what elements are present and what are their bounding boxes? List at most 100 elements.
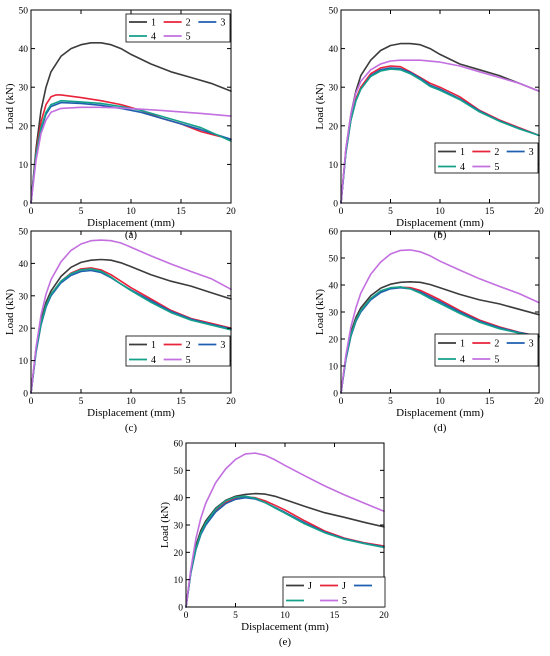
y-tick-label: 30 <box>329 309 339 319</box>
legend-label-2: J <box>342 581 346 592</box>
y-tick-label: 50 <box>329 255 339 265</box>
legend-label-1: 1 <box>151 340 156 351</box>
legend-label-2: 2 <box>186 18 191 29</box>
y-tick-label: 10 <box>174 576 184 586</box>
x-axis-label: Displacement (mm) <box>396 217 484 229</box>
x-tick-label: 0 <box>184 611 189 621</box>
x-tick-label: 0 <box>339 397 344 407</box>
series-line-4 <box>340 68 540 204</box>
x-tick-label: 10 <box>280 611 290 621</box>
series-line-5 <box>30 239 232 394</box>
series-line-2 <box>30 267 232 394</box>
x-tick-label: 20 <box>534 207 544 217</box>
legend: J J 5 <box>282 576 386 608</box>
y-tick-label: 40 <box>329 282 339 292</box>
x-tick-label: 15 <box>176 207 186 217</box>
legend-box <box>125 335 231 367</box>
x-tick-label: 5 <box>233 611 238 621</box>
legend-label-1: J <box>308 581 312 592</box>
y-tick-label: 50 <box>19 228 29 238</box>
series-line-1 <box>340 281 540 394</box>
y-tick-label: 30 <box>19 292 29 302</box>
chart-panel-5: 0 5 10 15 20 0 10 20 30 40 50 60 Displacement (mm) Lo… <box>159 440 389 649</box>
x-tick-label: 20 <box>226 397 236 407</box>
x-tick-label: 15 <box>485 207 495 217</box>
panel-label: (c) <box>125 422 138 434</box>
y-tick-label: 30 <box>329 84 339 94</box>
legend-label-5: 5 <box>494 162 499 173</box>
series-line-4 <box>185 495 385 608</box>
y-tick-label: 40 <box>19 260 29 270</box>
legend-box <box>434 333 539 367</box>
y-tick-label: 10 <box>329 363 339 373</box>
y-tick-label: 0 <box>23 390 28 400</box>
x-axis-label: Displacement (mm) <box>241 621 329 633</box>
legend-label-3: 3 <box>529 147 534 158</box>
series-line-5 <box>185 452 385 608</box>
legend: 1 2 3 4 5 <box>434 333 539 367</box>
y-tick-label: 50 <box>174 467 184 477</box>
legend-label-1: 1 <box>460 339 465 350</box>
plot-frame <box>30 230 232 394</box>
x-tick-label: 15 <box>485 397 495 407</box>
y-tick-label: 30 <box>174 522 184 532</box>
legend-label-4: 4 <box>460 162 465 173</box>
legend-label-4: 4 <box>151 32 156 43</box>
y-axis-label: Load (kN) <box>314 83 326 129</box>
legend: 1 2 3 4 5 <box>434 142 539 174</box>
y-axis-label: Load (kN) <box>159 502 171 548</box>
y-axis-label: Load (kN) <box>4 289 16 335</box>
series-line-5 <box>30 106 232 204</box>
x-tick-label: 20 <box>534 397 544 407</box>
y-tick-label: 10 <box>329 161 339 171</box>
legend-label-3: 3 <box>220 340 225 351</box>
x-tick-label: 5 <box>388 397 393 407</box>
y-tick-label: 10 <box>19 161 29 171</box>
x-tick-label: 0 <box>29 207 34 217</box>
y-tick-label: 20 <box>19 325 29 335</box>
legend-box <box>434 142 539 174</box>
series-line-4 <box>30 99 232 204</box>
legend: 1 2 3 4 5 <box>125 13 231 43</box>
legend-label-5: 5 <box>186 355 191 366</box>
legend-label-1: 1 <box>151 18 156 29</box>
y-axis-label: Load (kN) <box>314 289 326 335</box>
series-line-3 <box>30 101 232 204</box>
x-tick-label: 20 <box>226 207 236 217</box>
legend-label-5: 5 <box>342 596 347 607</box>
x-tick-label: 15 <box>330 611 340 621</box>
y-tick-label: 0 <box>178 604 183 614</box>
legend-label-2: 2 <box>186 340 191 351</box>
x-tick-label: 10 <box>435 397 445 407</box>
legend-label-2: 2 <box>494 339 499 350</box>
legend-label-5: 5 <box>494 355 499 366</box>
legend-label-1: 1 <box>460 147 465 158</box>
series-line-5 <box>340 249 540 394</box>
legend-label-4: 4 <box>460 355 465 366</box>
y-tick-label: 10 <box>19 357 29 367</box>
panel-label: (e) <box>279 636 292 648</box>
x-tick-label: 5 <box>79 207 84 217</box>
legend-box <box>282 576 386 608</box>
y-tick-label: 60 <box>329 228 339 238</box>
legend-box <box>125 13 231 43</box>
panel-label: (d) <box>434 422 447 434</box>
y-tick-label: 30 <box>19 84 29 94</box>
series-line-5 <box>340 59 540 204</box>
series-line-2 <box>340 65 540 204</box>
y-tick-label: 50 <box>19 7 29 17</box>
x-tick-label: 10 <box>435 207 445 217</box>
series-line-1 <box>30 42 232 204</box>
legend-label-3: 3 <box>529 339 534 350</box>
x-axis-label: Displacement (mm) <box>396 407 484 419</box>
x-tick-label: 15 <box>176 397 186 407</box>
y-tick-label: 20 <box>19 122 29 132</box>
x-tick-label: 5 <box>79 397 84 407</box>
x-tick-label: 20 <box>379 611 389 621</box>
plot-frame <box>340 9 540 204</box>
y-tick-label: 50 <box>329 7 339 17</box>
y-tick-label: 0 <box>333 200 338 210</box>
